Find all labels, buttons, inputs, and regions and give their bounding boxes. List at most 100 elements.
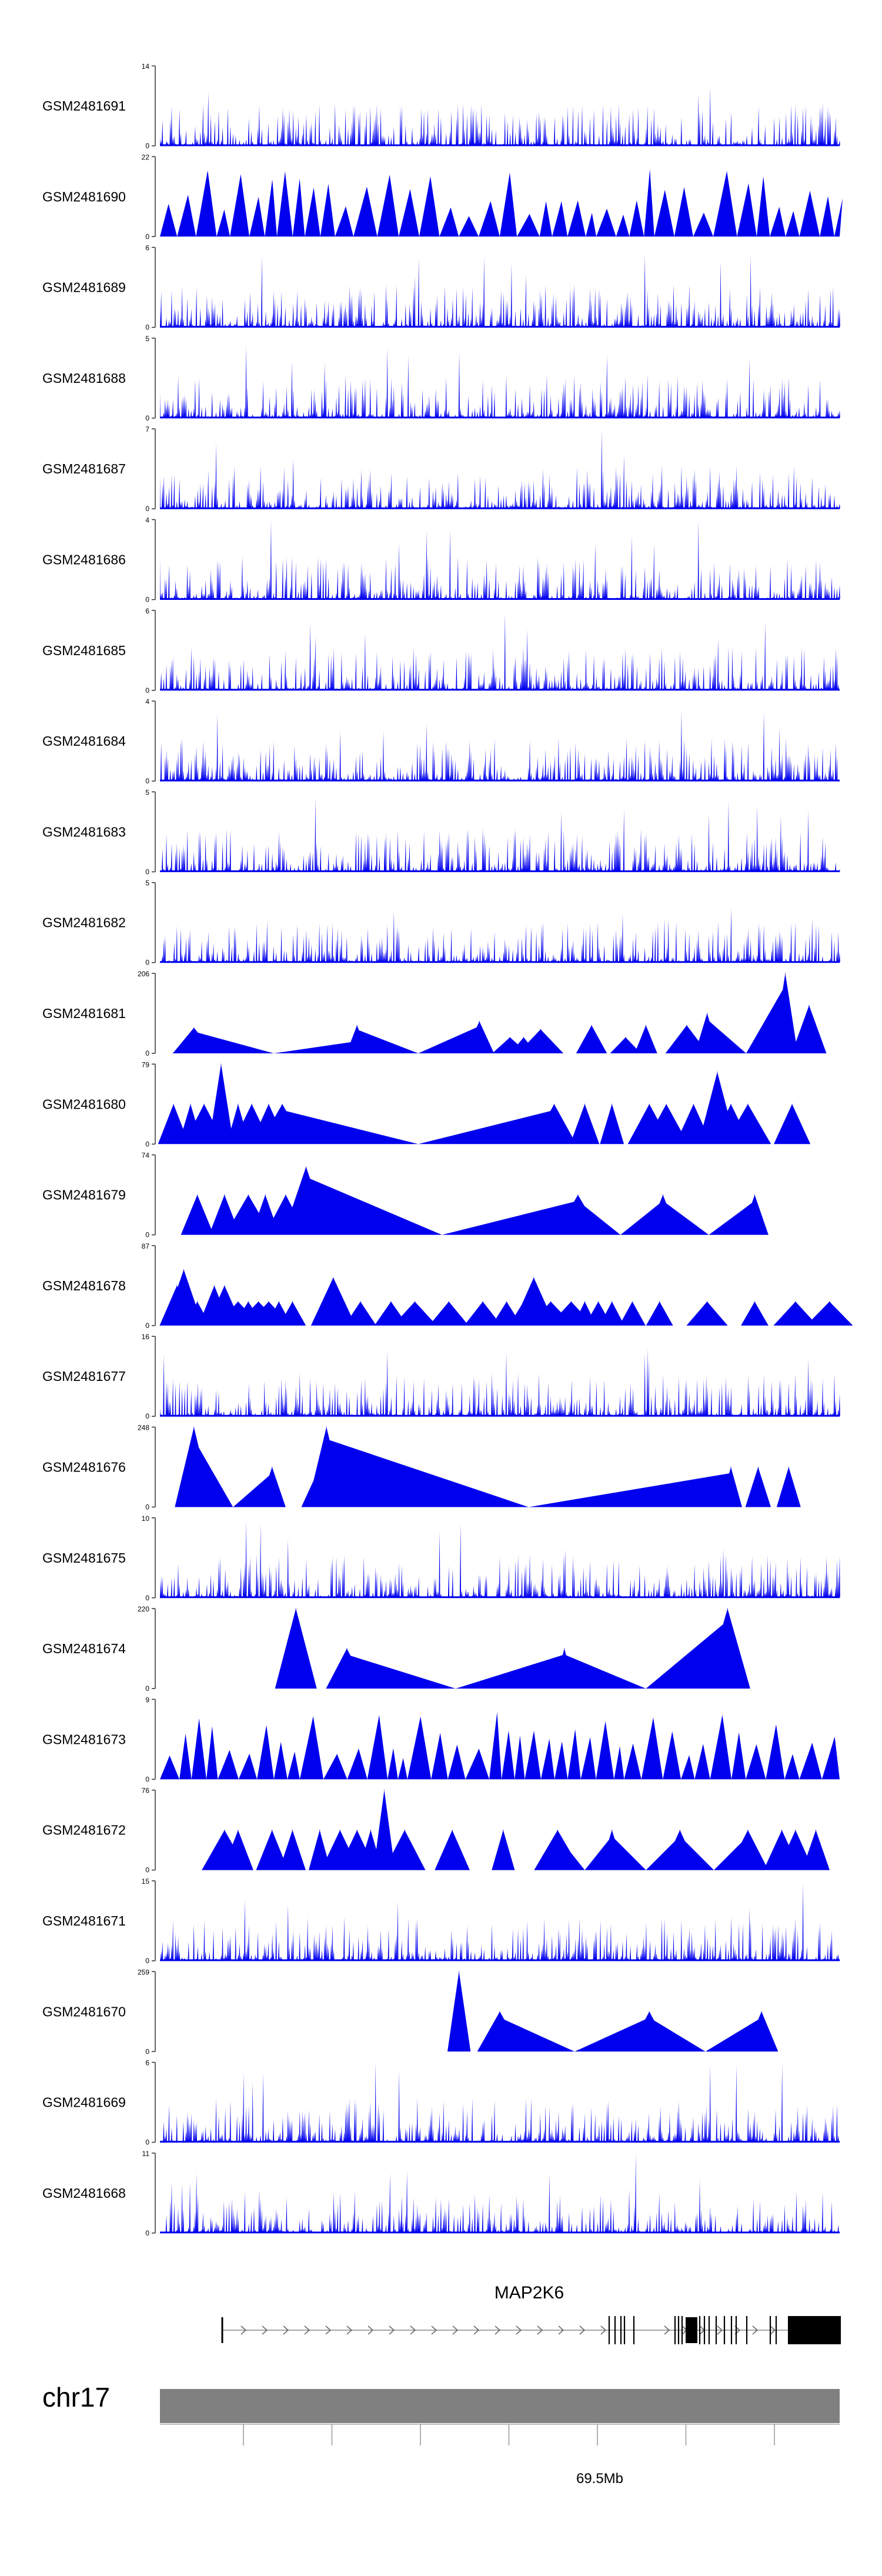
y-tick-label-max: 6 [145,2059,149,2067]
peak-point [353,1039,355,1040]
strand-arrow [304,2325,310,2335]
signal-area [160,710,840,782]
track-label: GSM2481686 [42,552,126,568]
chromosome-band [160,2389,840,2423]
track-label: GSM2481683 [42,824,126,839]
peak-point [203,1103,205,1105]
y-tick-label-min: 0 [145,1412,149,1420]
signal-area [160,87,840,146]
y-tick-label-max: 79 [142,1060,150,1069]
track-GSM2481680: GSM2481680 79 0 [42,1060,811,1148]
signal-area [160,169,843,237]
peak-point [224,1285,225,1286]
y-tick-label-max: 9 [145,1696,149,1704]
y-tick-label-max: 74 [142,1152,150,1160]
strand-arrow [600,2325,607,2335]
gene-exon-block [686,2317,697,2343]
peak-point [747,1103,749,1105]
gene-name-label: MAP2K6 [495,2283,564,2303]
peak-point [176,1285,178,1286]
track-label: GSM2481681 [42,1006,126,1021]
signal-area [160,346,840,418]
peak-point [190,1103,191,1105]
track-label: GSM2481680 [42,1096,126,1112]
track-GSM2481685: GSM2481685 6 0 [42,607,840,695]
peak-point [693,1103,694,1105]
y-tick-label-min: 0 [145,232,149,241]
y-tick-label-max: 22 [142,153,150,161]
track-label: GSM2481690 [42,189,126,204]
signal-area [159,1269,853,1326]
track-GSM2481674: GSM2481674 220 0 [42,1605,750,1693]
strand-arrow [717,2325,723,2335]
track-GSM2481669: GSM2481669 6 0 [42,2059,840,2147]
y-tick-label-min: 0 [145,2229,149,2237]
peak-point [282,1103,283,1105]
strand-arrow [495,2325,501,2335]
strand-arrow [325,2325,332,2335]
track-label: GSM2481677 [42,1369,126,1384]
strand-arrow [752,2325,759,2335]
y-tick-label-min: 0 [145,414,149,422]
track-GSM2481681: GSM2481681 206 0 [42,970,827,1057]
peak-point [285,1194,286,1196]
y-tick-label-min: 0 [145,1866,149,1874]
track-GSM2481688: GSM2481688 5 0 [42,335,840,422]
y-tick-label-min: 0 [145,1594,149,1602]
peak-point [479,1021,480,1022]
peak-point [268,1103,269,1105]
y-tick-label-max: 87 [142,1242,150,1250]
y-tick-label-min: 0 [145,1049,149,1057]
strand-arrow [664,2325,670,2335]
signal-area [158,1064,811,1144]
signal-area [160,1712,840,1780]
strand-arrow [262,2325,268,2335]
genome-axis: 69.5Mb [160,2424,840,2487]
track-GSM2481689: GSM2481689 6 0 [42,244,840,332]
strand-arrow [516,2325,522,2335]
y-tick-label-min: 0 [145,959,149,967]
signal-area [172,973,827,1053]
track-GSM2481676: GSM2481676 248 0 [42,1424,801,1511]
y-tick-label-min: 0 [145,1957,149,1965]
track-GSM2481673: GSM2481673 9 0 [42,1696,840,1783]
y-tick-label-max: 248 [138,1424,149,1432]
y-tick-label-max: 206 [138,970,149,978]
y-tick-label-min: 0 [145,777,149,785]
peak-point [666,1103,667,1105]
peak-point [754,1194,756,1196]
strand-arrow [368,2325,374,2335]
signal-area [447,1971,779,2052]
peak-point [686,1025,687,1026]
y-tick-label-min: 0 [145,1684,149,1693]
signal-area [175,1427,801,1507]
track-GSM2481679: GSM2481679 74 0 [42,1152,769,1239]
peak-point [248,1194,249,1196]
signal-area [160,1883,840,1961]
y-tick-label-min: 0 [145,596,149,604]
peak-point [649,2011,650,2012]
chromosome-label: chr17 [42,2382,110,2413]
signal-area [181,1167,769,1235]
track-GSM2481683: GSM2481683 5 0 [42,788,840,876]
signal-area [160,1521,840,1598]
y-tick-label-max: 4 [145,516,149,525]
strand-arrow [537,2325,543,2335]
track-label: GSM2481674 [42,1641,126,1656]
y-tick-label-min: 0 [145,142,149,150]
track-GSM2481682: GSM2481682 5 0 [42,879,840,967]
track-GSM2481684: GSM2481684 4 0 [42,698,840,785]
peak-point [213,1285,215,1286]
track-label: GSM2481678 [42,1278,126,1293]
track-GSM2481668: GSM2481668 11 0 [42,2150,840,2237]
track-GSM2481690: GSM2481690 22 0 [42,153,843,241]
track-GSM2481672: GSM2481672 76 0 [42,1787,830,1874]
signal-area [160,613,840,690]
axis-tick-label: 69.5Mb [576,2471,623,2487]
y-tick-label-min: 0 [145,1503,149,1511]
peak-point [730,1103,731,1105]
y-tick-label-max: 4 [145,698,149,706]
track-GSM2481686: GSM2481686 4 0 [42,516,840,604]
y-tick-label-max: 76 [142,1787,150,1795]
peak-point [649,1103,650,1105]
